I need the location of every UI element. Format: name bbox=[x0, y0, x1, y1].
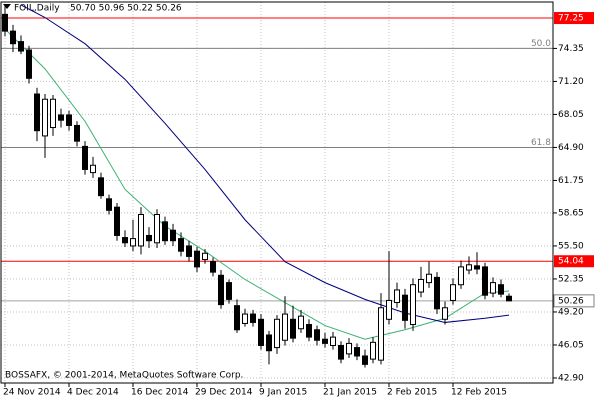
y-tick-label: 64.90 bbox=[558, 143, 584, 153]
candle-body bbox=[66, 114, 72, 126]
level-label-bg bbox=[554, 12, 594, 25]
candle-body bbox=[210, 261, 216, 273]
candle-body bbox=[474, 265, 480, 270]
moving-average-line bbox=[4, 28, 510, 340]
level-label-bg bbox=[554, 255, 594, 268]
y-tick-label: 52.35 bbox=[558, 274, 584, 284]
candle-body bbox=[226, 282, 232, 300]
candle-body bbox=[290, 318, 296, 339]
candle-body bbox=[306, 324, 312, 338]
fib-level-label: 61.8 bbox=[531, 138, 551, 148]
candle-body bbox=[218, 274, 224, 306]
x-tick-label: 4 Dec 2014 bbox=[67, 388, 119, 398]
ohlc-label: 50.70 50.96 50.22 50.26 bbox=[70, 4, 182, 14]
candle-body bbox=[26, 49, 32, 79]
x-tick-label: 21 Jan 2015 bbox=[323, 388, 377, 398]
candle-body bbox=[122, 237, 128, 244]
candle-body bbox=[338, 344, 344, 360]
candle-body bbox=[162, 221, 168, 242]
y-tick-label: 74.35 bbox=[558, 44, 584, 54]
last-price-label: 50.26 bbox=[558, 296, 584, 306]
candle-body bbox=[114, 206, 120, 236]
candle-body bbox=[130, 238, 136, 247]
candle-body bbox=[234, 305, 240, 331]
candle-body bbox=[386, 299, 392, 320]
candle-body bbox=[42, 98, 48, 137]
candle-body bbox=[194, 250, 200, 268]
candle-body bbox=[50, 98, 56, 129]
candle-body bbox=[434, 276, 440, 310]
candle-body bbox=[402, 294, 408, 321]
candle-body bbox=[2, 13, 8, 32]
candle-body bbox=[258, 318, 264, 346]
candle-body bbox=[314, 329, 320, 341]
candle-body bbox=[418, 278, 424, 293]
candle-body bbox=[426, 273, 432, 284]
y-tick-label: 46.05 bbox=[558, 340, 584, 350]
x-tick-label: 2 Feb 2015 bbox=[387, 388, 437, 398]
x-tick-label: 16 Dec 2014 bbox=[131, 388, 189, 398]
candle-body bbox=[330, 336, 336, 346]
y-tick-label: 61.75 bbox=[558, 176, 584, 186]
candle-body bbox=[178, 238, 184, 252]
candle-body bbox=[10, 30, 16, 45]
x-tick-label: 9 Jan 2015 bbox=[259, 388, 307, 398]
y-tick-label: 42.90 bbox=[558, 373, 584, 383]
plot-frame bbox=[0, 1, 554, 384]
copyright: BOSSAFX, © 2001-2014, MetaQuotes Softwar… bbox=[5, 371, 243, 381]
candle-body bbox=[98, 177, 104, 197]
y-tick-label: 68.05 bbox=[558, 110, 584, 120]
candle-body bbox=[450, 284, 456, 301]
candle-body bbox=[282, 313, 288, 341]
candle-body bbox=[146, 234, 152, 242]
fib-level-label: 50.0 bbox=[531, 39, 551, 49]
candle-body bbox=[298, 315, 304, 330]
moving-average-line bbox=[20, 4, 510, 323]
candle-body bbox=[394, 289, 400, 304]
candle-body bbox=[354, 347, 360, 357]
candle-body bbox=[458, 266, 464, 286]
x-tick-label: 29 Dec 2014 bbox=[195, 388, 253, 398]
y-tick-label: 71.20 bbox=[558, 77, 584, 87]
x-tick-label: 24 Nov 2014 bbox=[3, 388, 61, 398]
candle-body bbox=[322, 338, 328, 344]
candle-body bbox=[186, 245, 192, 257]
candle-body bbox=[58, 114, 64, 121]
candle-body bbox=[490, 282, 496, 294]
last-price-label-bg bbox=[553, 294, 595, 308]
candle-body bbox=[250, 313, 256, 323]
level-label: 77.25 bbox=[558, 14, 584, 24]
candle-body bbox=[18, 41, 24, 52]
candle-body bbox=[506, 295, 512, 302]
y-tick-label: 49.20 bbox=[558, 307, 584, 317]
candle-body bbox=[106, 198, 112, 211]
candle-body bbox=[378, 307, 384, 361]
candle-body bbox=[362, 355, 368, 365]
symbol-label: FOIL,Daily bbox=[14, 4, 60, 14]
candle-body bbox=[138, 214, 144, 247]
candle-body bbox=[466, 264, 472, 271]
candle-body bbox=[482, 266, 488, 296]
candle-body bbox=[170, 229, 176, 242]
candle-body bbox=[82, 145, 88, 170]
candle-body bbox=[410, 284, 416, 326]
candle-body bbox=[202, 252, 208, 261]
candle-body bbox=[274, 318, 280, 349]
candle-body bbox=[346, 342, 352, 355]
level-label: 54.04 bbox=[558, 257, 584, 267]
candle-body bbox=[74, 124, 80, 142]
candle-body bbox=[242, 313, 248, 324]
candle-body bbox=[90, 164, 96, 174]
candle-body bbox=[498, 284, 504, 295]
candle-body bbox=[370, 341, 376, 360]
candle-body bbox=[266, 334, 272, 352]
candle-body bbox=[154, 214, 160, 244]
candle-body bbox=[442, 307, 448, 320]
y-tick-label: 55.50 bbox=[558, 241, 584, 251]
candle-body bbox=[34, 93, 40, 132]
y-tick-label: 58.65 bbox=[558, 208, 584, 218]
x-tick-label: 12 Feb 2015 bbox=[451, 388, 507, 398]
